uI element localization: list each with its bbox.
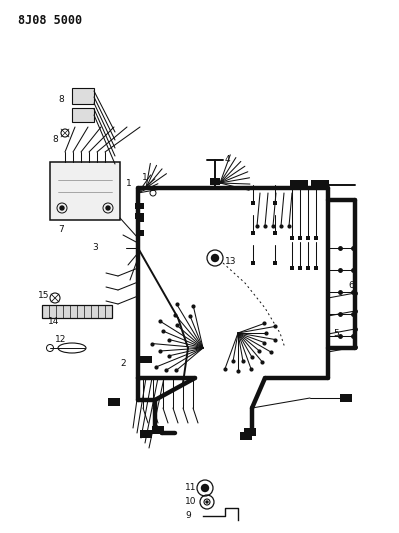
Text: 9: 9 bbox=[185, 512, 191, 521]
Bar bbox=[314, 236, 318, 240]
Bar bbox=[251, 261, 255, 265]
Text: 3: 3 bbox=[92, 244, 98, 253]
Circle shape bbox=[60, 206, 64, 210]
Bar bbox=[298, 236, 302, 240]
Text: 1: 1 bbox=[126, 179, 132, 188]
Bar bbox=[135, 203, 144, 209]
Text: 4: 4 bbox=[225, 156, 231, 165]
Text: 12: 12 bbox=[55, 335, 66, 344]
Bar bbox=[306, 236, 310, 240]
Text: 2: 2 bbox=[120, 359, 126, 367]
Circle shape bbox=[206, 501, 208, 503]
Circle shape bbox=[201, 484, 209, 491]
Text: 14: 14 bbox=[48, 318, 59, 327]
Bar bbox=[290, 180, 308, 189]
Text: 8J08 5000: 8J08 5000 bbox=[18, 14, 82, 27]
Bar bbox=[108, 398, 120, 406]
Bar bbox=[50, 162, 120, 220]
Bar bbox=[298, 266, 302, 270]
Bar bbox=[311, 180, 329, 189]
Text: 1: 1 bbox=[142, 174, 148, 182]
Bar bbox=[140, 356, 152, 363]
Text: 8: 8 bbox=[58, 95, 64, 104]
Bar bbox=[273, 201, 277, 205]
Bar bbox=[314, 266, 318, 270]
Text: 10: 10 bbox=[185, 497, 196, 506]
Bar bbox=[135, 213, 144, 219]
Bar bbox=[72, 108, 94, 122]
Bar bbox=[273, 261, 277, 265]
Bar bbox=[152, 426, 164, 434]
Text: 5: 5 bbox=[333, 328, 339, 337]
Bar bbox=[72, 88, 94, 104]
Bar bbox=[140, 430, 152, 438]
Bar bbox=[240, 432, 252, 440]
Text: 15: 15 bbox=[38, 290, 49, 300]
Circle shape bbox=[211, 254, 219, 262]
Bar bbox=[42, 305, 112, 318]
Bar bbox=[251, 231, 255, 235]
Text: 13: 13 bbox=[225, 257, 237, 266]
Circle shape bbox=[106, 206, 110, 210]
Bar bbox=[340, 394, 352, 402]
Text: 8: 8 bbox=[52, 135, 58, 144]
Bar bbox=[244, 428, 256, 436]
Bar bbox=[210, 178, 220, 185]
Bar bbox=[136, 230, 144, 236]
Bar bbox=[136, 216, 144, 222]
Bar bbox=[251, 201, 255, 205]
Text: 6: 6 bbox=[348, 280, 354, 289]
Text: 7: 7 bbox=[58, 225, 64, 235]
Bar bbox=[306, 266, 310, 270]
Text: 11: 11 bbox=[185, 483, 196, 492]
Bar bbox=[290, 236, 294, 240]
Bar bbox=[273, 231, 277, 235]
Bar bbox=[290, 266, 294, 270]
